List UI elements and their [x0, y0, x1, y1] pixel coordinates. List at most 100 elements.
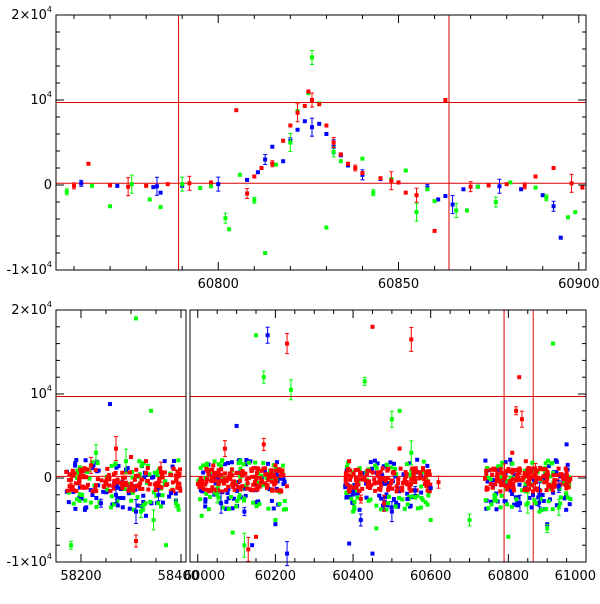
data-point	[104, 480, 108, 485]
y-tick-label: 104	[30, 90, 52, 108]
data-point-band	[105, 466, 110, 471]
data-point-band	[250, 488, 255, 493]
data-point-band	[411, 472, 416, 477]
data-point-band	[425, 488, 430, 493]
data-point-band	[365, 472, 370, 477]
data-point-band	[379, 507, 384, 512]
data-point-band	[344, 495, 349, 500]
data-point-band	[409, 474, 414, 479]
data-point	[533, 185, 538, 190]
data-point-band	[415, 457, 420, 462]
data-point-band	[162, 459, 167, 464]
data-point-band	[203, 499, 208, 504]
y-tick-label-text: 10	[30, 93, 47, 108]
data-point-band	[536, 495, 541, 500]
data-point-band	[159, 485, 164, 490]
data-point	[273, 518, 278, 522]
data-point-band	[96, 483, 101, 488]
data-point-band	[136, 473, 141, 478]
data-point	[556, 484, 561, 489]
data-point-band	[558, 495, 563, 500]
data-point-band	[409, 477, 414, 482]
data-point	[556, 505, 561, 510]
data-point-band	[113, 461, 118, 466]
data-point-band	[510, 470, 515, 475]
data-point	[519, 417, 524, 422]
data-point-band	[74, 457, 79, 462]
data-point-band	[281, 477, 286, 482]
plot-frame	[55, 309, 187, 563]
data-point-band	[369, 483, 374, 488]
data-point-band	[226, 496, 231, 501]
data-point-band	[422, 481, 427, 486]
data-point-band	[136, 483, 141, 488]
data-point	[518, 501, 522, 506]
data-point-band	[391, 461, 396, 466]
data-point-band	[566, 485, 571, 490]
data-point	[199, 478, 204, 483]
data-point	[151, 518, 156, 522]
data-point-band	[91, 463, 96, 468]
data-point	[510, 450, 515, 455]
data-point-band	[162, 470, 167, 475]
data-point-band	[226, 506, 231, 511]
y-tick-label-text: 0	[44, 178, 52, 193]
data-point	[351, 509, 356, 514]
data-point-band	[281, 472, 286, 477]
data-point-band	[498, 478, 503, 483]
data-point	[533, 174, 538, 179]
data-point-band	[386, 487, 391, 492]
data-point-band	[499, 471, 504, 476]
data-point-band	[253, 474, 258, 479]
data-point-band	[237, 493, 242, 498]
data-point	[245, 177, 250, 182]
data-point-band	[147, 472, 152, 477]
data-point-band	[143, 501, 148, 506]
data-point-band	[372, 477, 377, 482]
data-point	[174, 501, 178, 506]
data-point-band	[170, 480, 175, 485]
data-point-band	[413, 495, 418, 500]
data-point-band	[408, 482, 413, 487]
data-point-band	[484, 487, 489, 492]
data-point	[403, 168, 408, 173]
data-point-band	[114, 465, 119, 470]
data-point-band	[146, 463, 151, 468]
data-point-band	[512, 502, 517, 507]
data-point-band	[545, 458, 550, 463]
data-point-band	[175, 481, 180, 486]
data-point-band	[238, 487, 243, 492]
data-point-band	[139, 463, 144, 468]
data-point-band	[552, 478, 557, 483]
data-point-band	[509, 504, 514, 509]
data-point-band	[538, 496, 543, 501]
data-point	[115, 183, 120, 188]
data-point	[508, 180, 513, 185]
data-point-band	[203, 497, 208, 502]
y-tick-label-text: 10	[30, 387, 47, 402]
data-point-band	[510, 492, 515, 497]
data-point	[450, 202, 455, 207]
data-point	[270, 161, 275, 166]
data-point-band	[84, 485, 89, 490]
data-point-band	[400, 485, 405, 490]
data-point-band	[563, 466, 568, 471]
data-point-band	[422, 477, 427, 482]
data-point-band	[105, 487, 110, 492]
data-point-band	[343, 475, 348, 480]
data-point-band	[266, 477, 271, 482]
data-point-band	[220, 505, 225, 510]
data-point-band	[353, 475, 358, 480]
data-point-band	[283, 507, 288, 512]
data-point-band	[243, 462, 248, 467]
data-point-band	[67, 472, 72, 477]
data-point-band	[396, 477, 401, 482]
data-point-band	[77, 498, 82, 503]
data-point-band	[83, 458, 88, 463]
data-point-band	[209, 488, 214, 493]
data-point-band	[516, 468, 521, 473]
data-point	[285, 551, 290, 556]
data-point	[347, 541, 352, 546]
data-point-band	[401, 472, 406, 477]
